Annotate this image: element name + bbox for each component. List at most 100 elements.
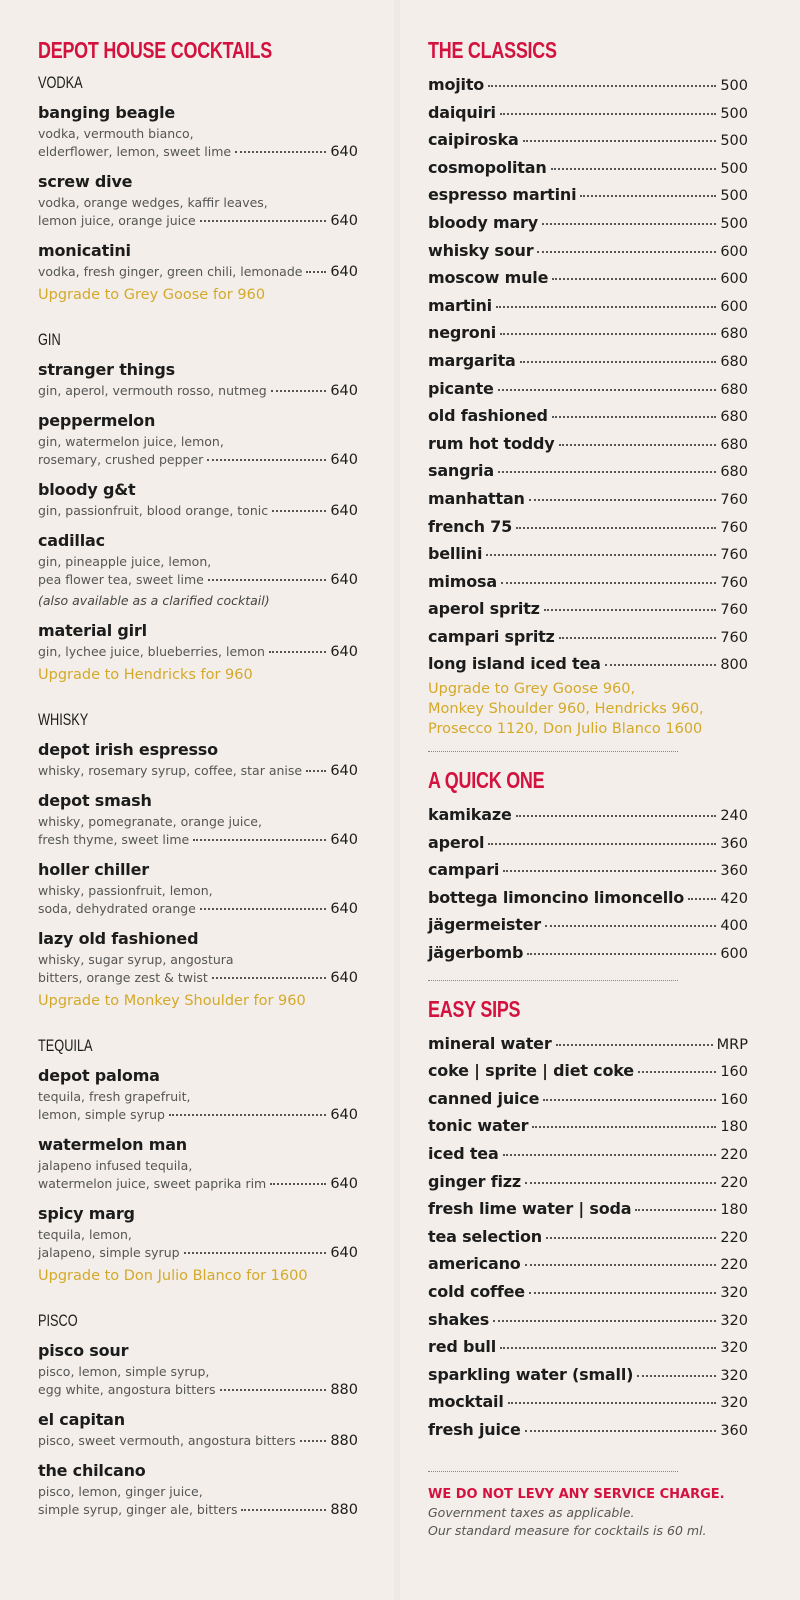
dot-leader [543,609,717,612]
item-price: 640 [330,644,358,660]
menu-item: whisky sour 600 [428,238,748,266]
item-price-row: elderflower, lemon, sweet lime 640 [38,143,358,161]
menu-item: old fashioned 680 [428,403,748,431]
menu-item: moscow mule 600 [428,265,748,293]
dot-leader [545,1236,717,1239]
item-price: 320 [720,1340,748,1357]
dot-leader [193,839,327,841]
item-name: pisco sour [38,1341,129,1360]
menu-item: canned juice 160 [428,1086,748,1114]
item-price: 640 [330,572,358,588]
item-price-row: gin, passionfruit, blood orange, tonic 64… [38,502,358,520]
item-price: 360 [720,835,748,852]
subsection-gin: GIN stranger things gin, aperol, vermouth … [38,329,358,685]
dot-leader [528,1291,717,1294]
upgrade-line: Monkey Shoulder 960, Hendricks 960, [428,701,704,718]
item-price-row: lemon, simple syrup 640 [38,1106,358,1124]
footer-divider [428,1470,678,1472]
item-price: 500 [720,188,748,205]
item-description: egg white, angostura bitters [38,1382,216,1397]
item-name: jägermeister [428,915,541,935]
menu-item: depot paloma tequila, fresh grapefruit, le… [38,1064,358,1124]
item-name: whisky sour [428,240,534,260]
menu-item: margarita 680 [428,348,748,376]
item-price: 640 [330,144,358,160]
menu-item: material girl gin, lychee juice, blueberr… [38,619,358,661]
dot-leader [545,925,717,928]
menu-item: picante 680 [428,376,748,404]
item-name: canned juice [428,1088,540,1108]
dot-leader [499,1347,717,1350]
item-name: stranger things [38,360,175,379]
item-price: 640 [330,832,358,848]
dot-leader [199,908,327,910]
item-price: 180 [720,1202,748,1219]
menu-item: screw dive vodka, orange wedges, kaffir l… [38,170,358,230]
item-name: spicy marg [38,1204,135,1223]
item-name: aperol spritz [428,599,540,619]
item-description: watermelon juice, sweet paprika rim [38,1176,267,1191]
item-description: simple syrup, ginger ale, bitters [38,1502,238,1517]
menu-item: holler chiller whisky, passionfruit, lemo… [38,858,358,918]
dot-leader [519,360,717,363]
item-price: 500 [720,160,748,177]
item-price: 420 [720,890,748,907]
menu-item: spicy marg tequila, lemon, jalapeno, simpl… [38,1202,358,1262]
item-price: 500 [720,105,748,122]
dot-leader [270,390,327,392]
section-divider [428,751,678,753]
dot-leader [268,651,327,653]
subsection-title: GIN [38,330,61,349]
item-price: 360 [720,1422,748,1439]
dot-leader [495,305,717,308]
subsection-title: VODKA [38,73,83,92]
item-description: pisco, sweet vermouth, angostura bitters [38,1433,296,1448]
dot-leader [497,471,717,474]
item-price: 880 [330,1382,358,1398]
item-description: tequila, fresh grapefruit, [38,1089,191,1104]
item-name: manhattan [428,488,525,508]
item-description: elderflower, lemon, sweet lime [38,144,232,159]
item-name: watermelon man [38,1135,187,1154]
dot-leader [637,1071,717,1074]
dot-leader [580,195,717,198]
item-price: 760 [720,629,748,646]
item-price: 760 [720,547,748,564]
menu-item: campari 360 [428,857,748,885]
upgrade-note: Upgrade to Monkey Shoulder for 960 [38,993,306,1009]
item-price-row: pisco, sweet vermouth, angostura bitters… [38,1432,358,1450]
dot-leader [503,870,717,873]
upgrade-line: Prosecco 1120, Don Julio Blanco 1600 [428,721,703,738]
menu-item: jägermeister 400 [428,912,748,940]
dot-leader [169,1114,327,1116]
item-description: gin, lychee juice, blueberries, lemon [38,644,265,659]
item-name: cold coffee [428,1281,525,1301]
item-price: 680 [720,409,748,426]
item-description: soda, dehydrated orange [38,901,196,916]
item-price: 160 [720,1091,748,1108]
dot-leader [299,1440,327,1442]
section-title: A QUICK ONE [428,767,545,794]
item-price: 220 [720,1147,748,1163]
menu-item: mimosa 760 [428,569,748,597]
dot-leader [543,1098,717,1101]
item-name: el capitan [38,1410,125,1429]
menu-item: bellini 760 [428,541,748,569]
menu-item: banging beagle vodka, vermouth bianco, eld… [38,101,358,161]
dot-leader [306,271,327,273]
item-name: iced tea [428,1144,499,1163]
item-description: lemon, simple syrup [38,1107,165,1122]
item-price: 640 [330,1107,358,1123]
measure-note: Our standard measure for cocktails is 60… [428,1522,707,1538]
dot-leader [507,1402,717,1405]
menu-item: campari spritz 760 [428,624,748,652]
item-price: 320 [720,1312,748,1329]
item-name: negroni [428,323,497,343]
item-name: bloody mary [428,212,538,232]
item-price: 640 [330,383,358,399]
dot-leader [241,1509,327,1511]
menu-item: monicatini vodka, fresh ginger, green chi… [38,239,358,281]
item-name: martini [428,295,492,315]
dot-leader [272,510,327,512]
item-price: 680 [720,326,748,343]
